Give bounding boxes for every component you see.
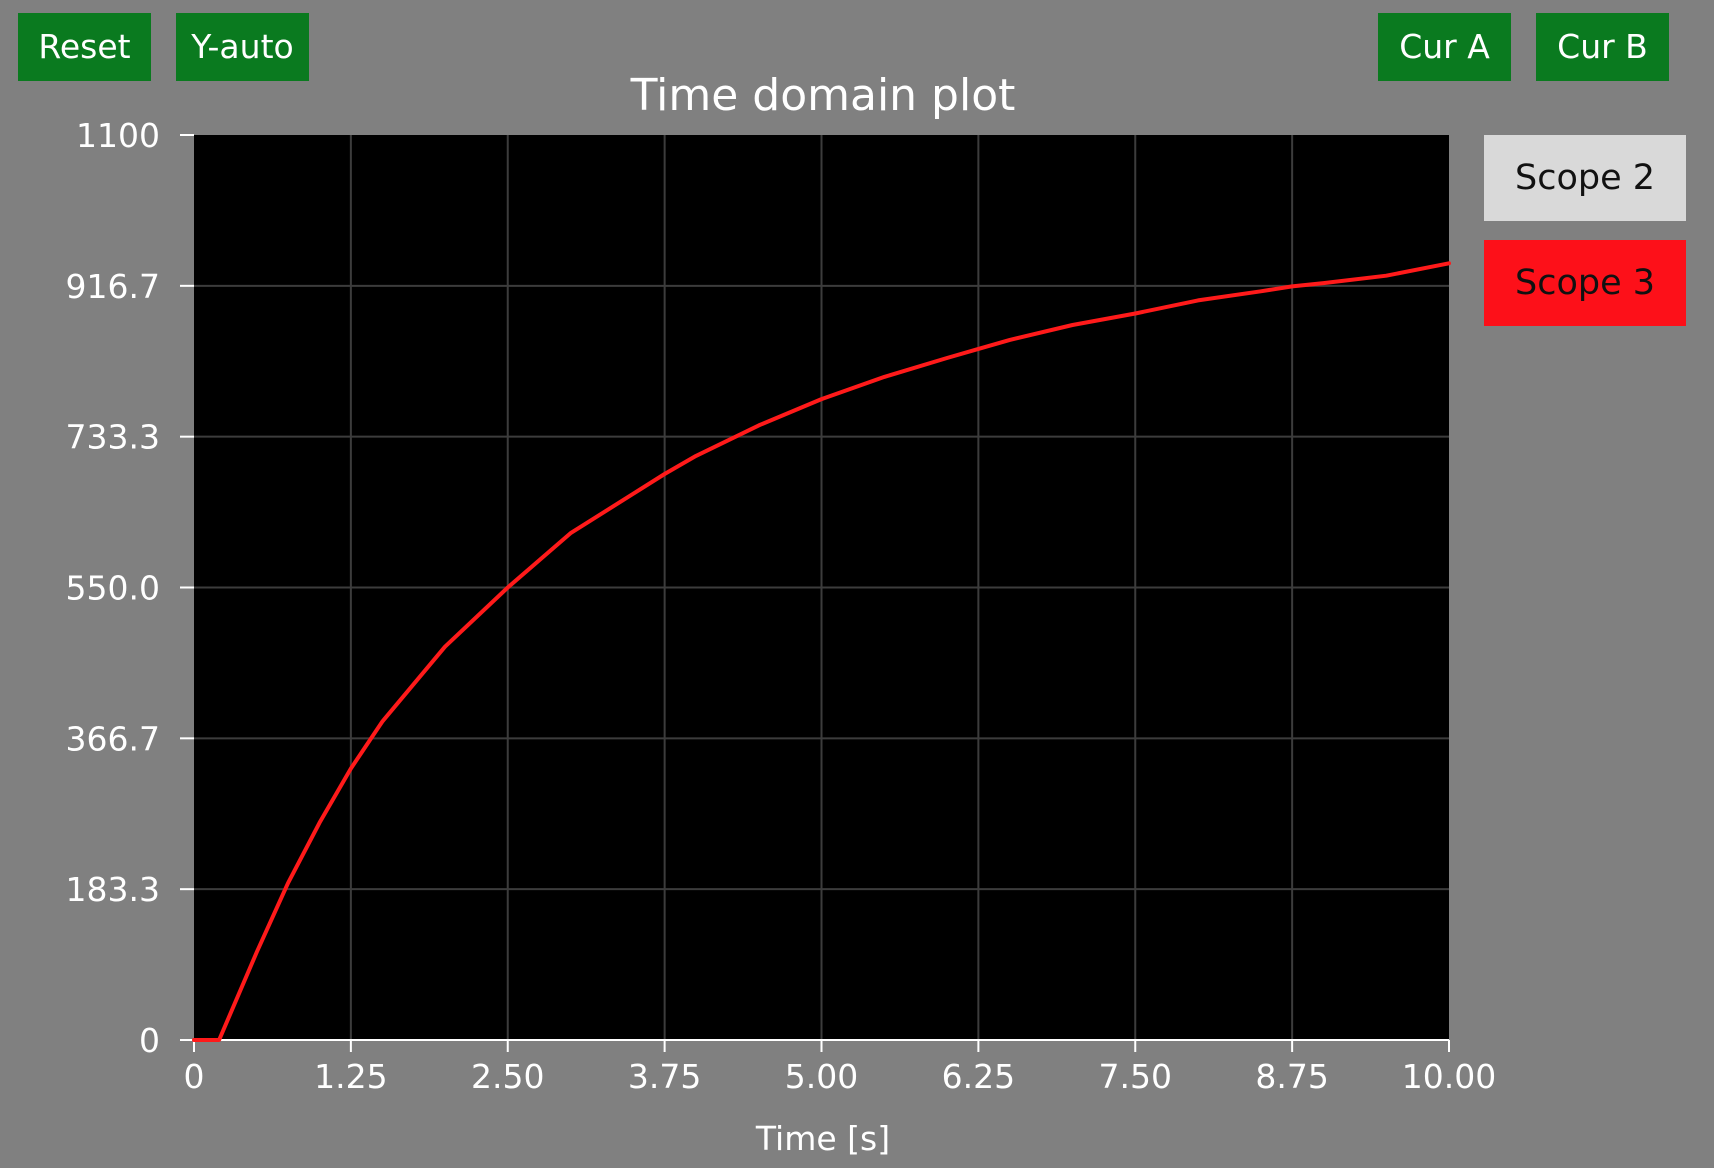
cursor-b-button[interactable]: Cur B: [1536, 13, 1669, 81]
scope-2-toggle[interactable]: Scope 2: [1484, 135, 1686, 221]
cursor-a-button[interactable]: Cur A: [1378, 13, 1511, 81]
y-tick-label: 366.7: [66, 719, 160, 758]
x-tick-label: 8.75: [1255, 1057, 1328, 1096]
x-axis-label: Time [s]: [755, 1119, 890, 1158]
chart-title: Time domain plot: [630, 70, 1016, 121]
series-line: [192, 261, 1451, 1042]
series-layer: [192, 261, 1451, 1042]
x-tick-label: 2.50: [471, 1057, 544, 1096]
y-auto-button[interactable]: Y-auto: [176, 13, 309, 81]
y-tick-label: 183.3: [66, 870, 160, 909]
y-tick-label: 1100: [76, 116, 160, 155]
y-tick-label: 733.3: [66, 418, 160, 457]
y-tick-label: 916.7: [66, 267, 160, 306]
x-tick-label: 3.75: [628, 1057, 701, 1096]
x-tick-label: 7.50: [1099, 1057, 1172, 1096]
scope-3-toggle[interactable]: Scope 3: [1484, 240, 1686, 326]
x-tick-label: 6.25: [942, 1057, 1015, 1096]
x-tick-label: 1.25: [314, 1057, 387, 1096]
x-tick-label: 0: [184, 1057, 205, 1096]
y-tick-label: 0: [139, 1021, 160, 1060]
x-tick-label: 5.00: [785, 1057, 858, 1096]
y-tick-label: 550.0: [66, 569, 160, 608]
reset-button[interactable]: Reset: [18, 13, 151, 81]
x-tick-label: 10.00: [1402, 1057, 1496, 1096]
axes: 0 1.25 2.50 3.75 5.00 6.25 7.50 8.75 10.00 0 183.3…: [66, 116, 1497, 1096]
